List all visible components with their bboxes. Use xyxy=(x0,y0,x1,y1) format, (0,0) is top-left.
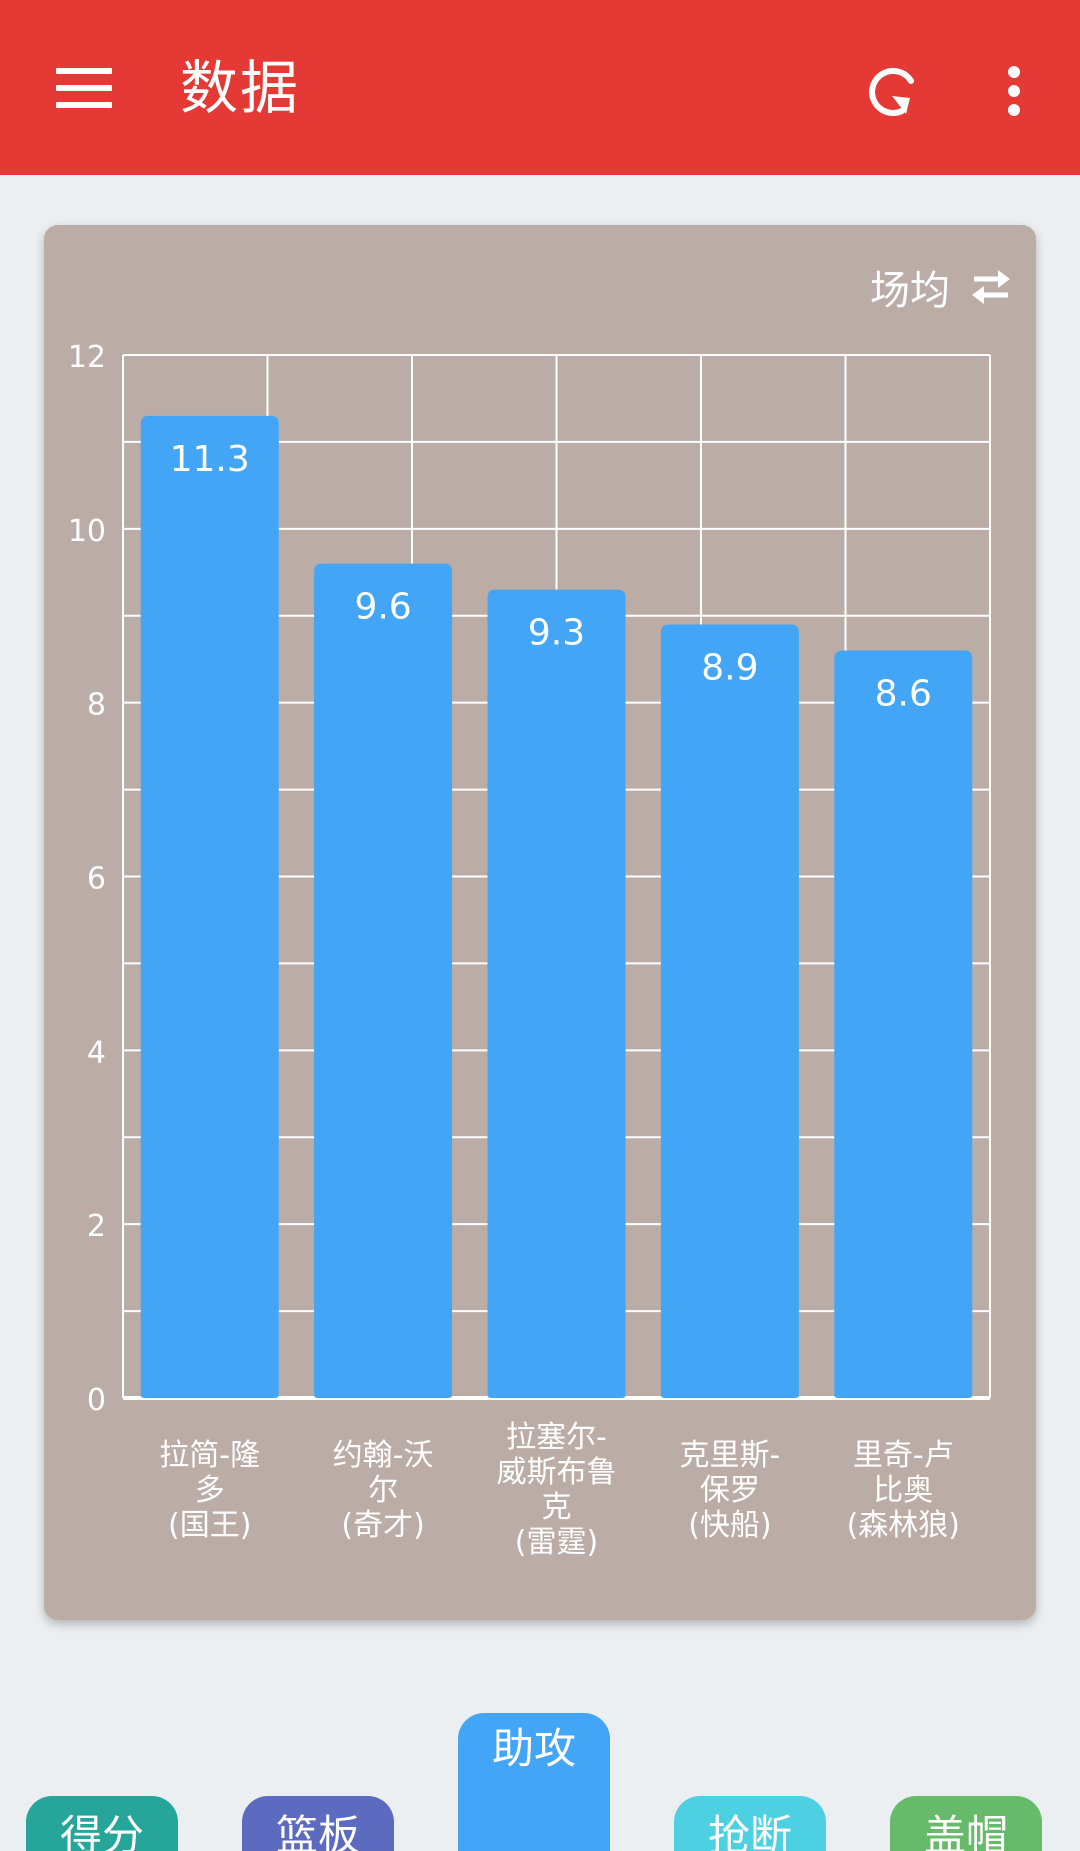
x-category-label: 拉简-隆 xyxy=(159,1438,260,1473)
app-title: 数据 xyxy=(180,54,301,122)
x-category-label: 克 xyxy=(542,1490,572,1525)
more-vertical-icon[interactable] xyxy=(998,62,1030,120)
x-category-label: 威斯布鲁 xyxy=(497,1455,617,1490)
y-tick-label: 12 xyxy=(68,340,106,375)
menu-icon[interactable] xyxy=(56,68,112,108)
x-category-label: (雷霆) xyxy=(515,1525,598,1560)
assists-bar-chart: 0 2 4 6 8 10 12 11.3 拉简-隆多(国王) 9.6 约翰-沃尔(奇才) 9.3 拉塞尔… xyxy=(68,340,991,1560)
tab-2[interactable]: 篮板 xyxy=(242,1796,394,1851)
bar-value-label: 8.6 xyxy=(875,674,932,715)
y-tick-label: 10 xyxy=(68,514,106,549)
per-game-label: 场均 xyxy=(870,268,950,314)
bar-rect[interactable] xyxy=(834,650,973,1398)
x-category-label: 约翰-沃 xyxy=(333,1438,434,1473)
y-tick-label: 0 xyxy=(87,1383,106,1418)
app-bar: 数据 xyxy=(0,0,1080,175)
refresh-icon[interactable] xyxy=(864,62,922,120)
y-tick-label: 2 xyxy=(87,1209,106,1244)
tab-label: 抢断 xyxy=(707,1811,792,1851)
x-category-label: 多 xyxy=(195,1473,225,1508)
bar-rect[interactable] xyxy=(487,589,626,1398)
y-tick-label: 8 xyxy=(87,688,106,723)
x-category-label: (国王) xyxy=(168,1508,251,1543)
bar-rect[interactable] xyxy=(314,563,453,1398)
tab-1[interactable]: 得分 xyxy=(26,1796,178,1851)
bar-value-label: 11.3 xyxy=(170,439,250,480)
tab-4[interactable]: 抢断 xyxy=(674,1796,826,1851)
bar-4[interactable]: 8.9 xyxy=(660,624,799,1398)
bar-5[interactable]: 8.6 xyxy=(834,650,973,1398)
tab-label: 得分 xyxy=(59,1811,144,1851)
tab-3[interactable]: 助攻 xyxy=(458,1713,610,1851)
x-category-label: 克里斯- xyxy=(679,1438,780,1473)
tab-label: 助攻 xyxy=(491,1724,576,1773)
bar-value-label: 9.6 xyxy=(354,587,411,628)
x-category-label: 拉塞尔- xyxy=(506,1420,607,1455)
stat-category-tabs: 得分 篮板 助攻抢断 盖帽 xyxy=(0,1660,1080,1851)
per-game-toggle[interactable]: 场均 xyxy=(870,257,1014,317)
y-tick-label: 6 xyxy=(87,862,106,897)
y-tick-label: 4 xyxy=(87,1035,106,1070)
tab-label: 篮板 xyxy=(275,1811,360,1851)
chart-card: 场均 0 2 4 6 8 10 12 11.3 拉简-隆多 (国王) 9.6 约翰-沃尔 (奇才) 9.3… xyxy=(44,225,1036,1620)
x-category-label: 比奥 xyxy=(873,1473,933,1508)
x-category-label: 里奇-卢 xyxy=(853,1438,954,1473)
x-category-label: (奇才) xyxy=(341,1508,424,1543)
x-category-label: (快船) xyxy=(688,1508,771,1543)
bar-rect[interactable] xyxy=(660,624,799,1398)
bar-2[interactable]: 9.6 xyxy=(314,563,453,1398)
x-category-label: 尔 xyxy=(368,1473,398,1508)
tab-5[interactable]: 盖帽 xyxy=(890,1796,1042,1851)
swap-horizontal-icon xyxy=(972,270,1010,304)
bar-value-label: 9.3 xyxy=(528,613,585,654)
x-category-label: (森林狼) xyxy=(847,1508,960,1543)
x-category-label: 保罗 xyxy=(700,1473,760,1508)
bar-rect[interactable] xyxy=(140,415,279,1398)
bar-1[interactable]: 11.3 xyxy=(140,415,279,1398)
bar-3[interactable]: 9.3 xyxy=(487,589,626,1398)
bar-value-label: 8.9 xyxy=(701,647,758,688)
tab-label: 盖帽 xyxy=(923,1811,1008,1851)
